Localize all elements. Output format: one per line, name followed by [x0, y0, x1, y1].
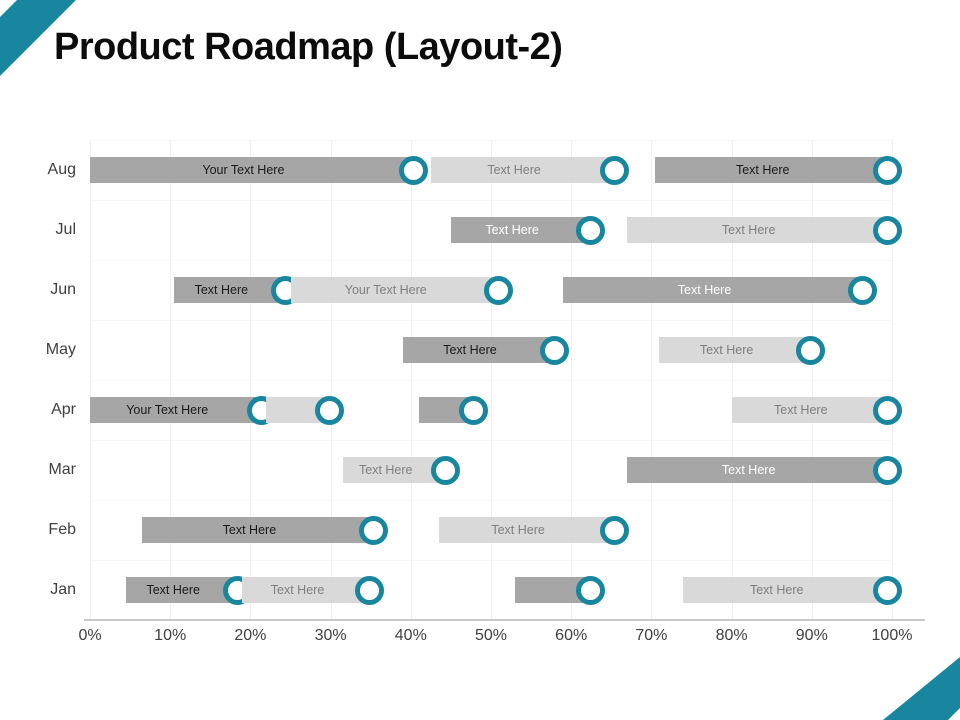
- row-label: Jan: [50, 581, 76, 598]
- milestone-ring-icon: [315, 395, 345, 425]
- gantt-bar: Text Here: [563, 277, 868, 303]
- gridline-vertical: [731, 140, 733, 620]
- bar-label: Text Here: [735, 163, 790, 177]
- bar-label: Text Here: [721, 463, 776, 477]
- gridline-vertical: [170, 140, 172, 620]
- bar-label: Text Here: [270, 583, 325, 597]
- milestone-ring-icon: [575, 215, 605, 245]
- bar-label: Your Text Here: [344, 283, 427, 297]
- slide-title: Product Roadmap (Layout-2): [54, 26, 563, 68]
- gantt-bar: Text Here: [627, 457, 892, 483]
- milestone-ring-icon: [431, 455, 461, 485]
- x-axis-tick-label: 40%: [394, 627, 427, 644]
- gantt-bar: Your Text Here: [90, 397, 267, 423]
- milestone-ring-icon: [359, 515, 389, 545]
- gridline-vertical: [491, 140, 492, 620]
- bar-label: Text Here: [487, 163, 541, 177]
- gantt-bar: Text Here: [450, 217, 596, 243]
- x-axis-tick-label: 30%: [314, 627, 347, 644]
- x-axis-tick-label: 10%: [154, 627, 187, 644]
- milestone-ring-icon: [872, 215, 902, 245]
- bar-label: Text Here: [491, 523, 545, 537]
- row-label: Jun: [50, 281, 76, 298]
- bar-label: Text Here: [443, 343, 497, 357]
- gantt-bar: Text Here: [430, 157, 620, 183]
- bar-label: Text Here: [222, 523, 277, 537]
- row-label: Aug: [47, 161, 76, 178]
- milestone-ring-icon: [848, 275, 878, 305]
- gridline-vertical: [410, 140, 412, 620]
- x-axis-tick-label: 100%: [871, 627, 913, 644]
- bar-label: Text Here: [699, 343, 754, 357]
- bar-label: Text Here: [749, 583, 804, 597]
- x-axis-tick-label: 60%: [555, 627, 588, 644]
- milestone-ring-icon: [539, 335, 569, 365]
- bar-label: Text Here: [359, 463, 413, 477]
- row-label: Jul: [55, 221, 76, 238]
- gantt-bar: Text Here: [402, 337, 560, 363]
- gantt-bar: Your Text Here: [290, 277, 504, 303]
- gridline-vertical: [811, 140, 813, 620]
- x-axis-tick-label: 70%: [635, 627, 668, 644]
- bar-label: Text Here: [774, 403, 828, 417]
- gridline-vertical: [250, 140, 252, 620]
- milestone-ring-icon: [575, 575, 605, 605]
- gridline-vertical: [571, 140, 573, 620]
- milestone-ring-icon: [872, 395, 902, 425]
- milestone-ring-icon: [355, 575, 385, 605]
- bar-label: Text Here: [146, 583, 200, 597]
- row-label: May: [45, 341, 76, 358]
- milestone-ring-icon: [872, 575, 902, 605]
- x-axis-tick-label: 50%: [474, 627, 508, 644]
- bar-label: Text Here: [721, 223, 776, 237]
- bar-label: Your Text Here: [202, 163, 285, 177]
- gridline-vertical: [90, 140, 91, 620]
- row-label: Mar: [48, 461, 76, 478]
- milestone-ring-icon: [872, 155, 902, 185]
- milestone-ring-icon: [399, 155, 429, 185]
- gantt-bar: Text Here: [627, 217, 892, 243]
- gantt-bar: Text Here: [142, 517, 379, 543]
- milestone-ring-icon: [483, 275, 513, 305]
- row-label: Apr: [51, 401, 76, 418]
- bar-label: Text Here: [485, 223, 539, 237]
- bar-label: Your Text Here: [126, 403, 209, 417]
- bar-label: Text Here: [194, 283, 249, 297]
- x-axis-tick-label: 80%: [715, 627, 748, 644]
- gridline-vertical: [330, 140, 332, 620]
- gantt-bar: Your Text Here: [90, 157, 419, 183]
- gantt-bar: Text Here: [683, 577, 892, 603]
- gantt-bar: Text Here: [659, 337, 816, 363]
- x-axis-tick-label: 0%: [78, 627, 102, 644]
- x-axis-tick-label: 90%: [795, 627, 828, 644]
- gridline-vertical: [651, 140, 653, 620]
- x-axis-tick-label: 20%: [234, 627, 267, 644]
- milestone-ring-icon: [599, 515, 629, 545]
- gridline-vertical: [892, 140, 893, 620]
- bar-label: Text Here: [677, 283, 732, 297]
- row-label: Feb: [48, 521, 76, 538]
- milestone-ring-icon: [872, 455, 902, 485]
- x-axis-line: [84, 619, 925, 621]
- milestone-ring-icon: [459, 395, 489, 425]
- gantt-bar: Text Here: [242, 577, 375, 603]
- gantt-bar: Text Here: [731, 397, 892, 423]
- gantt-bar: Text Here: [438, 517, 620, 543]
- corner-accent-bottom-right-icon: [883, 657, 960, 720]
- gantt-bar: Text Here: [655, 157, 892, 183]
- milestone-ring-icon: [796, 335, 826, 365]
- milestone-ring-icon: [599, 155, 629, 185]
- corner-accent-top-left-icon: [0, 0, 76, 76]
